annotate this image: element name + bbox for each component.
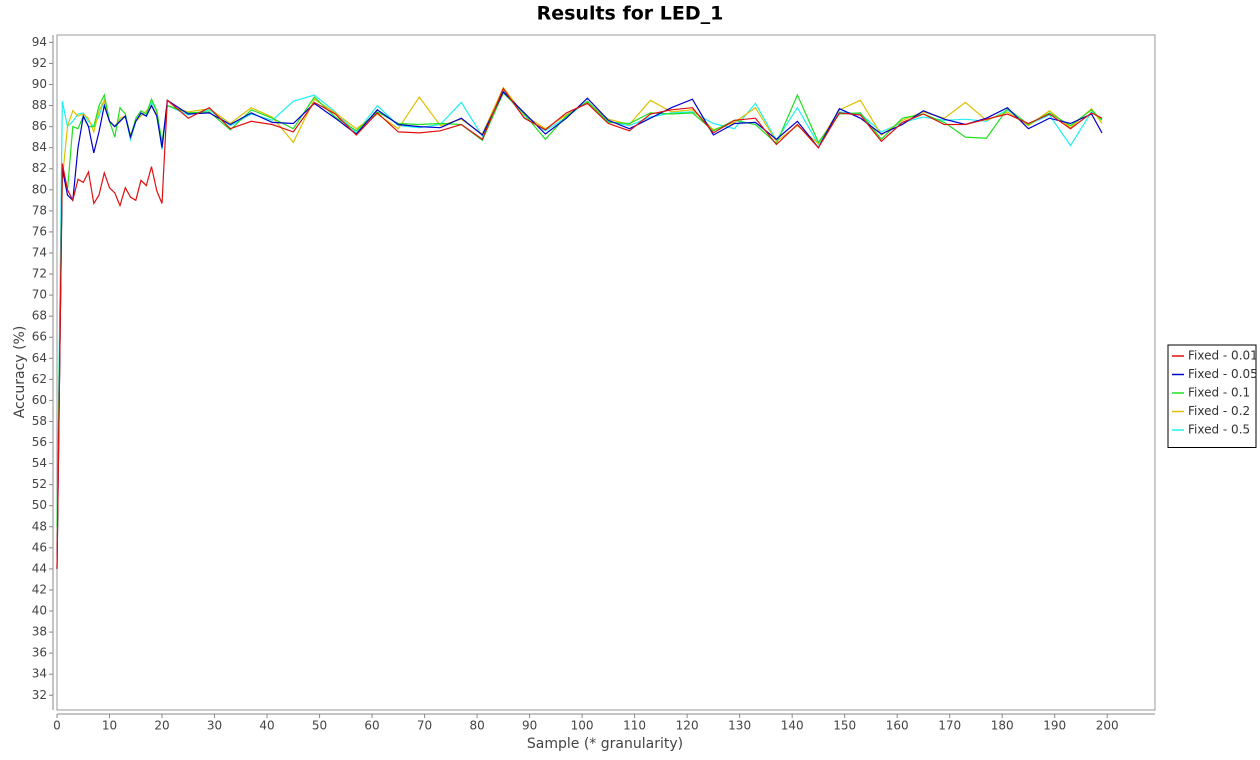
plot-area <box>56 34 1156 711</box>
y-tick-label: 94 <box>32 35 47 49</box>
y-tick-label: 76 <box>32 224 47 238</box>
legend-label: Fixed - 0.05 <box>1188 367 1258 381</box>
y-tick-label: 34 <box>32 667 47 681</box>
y-tick-label: 70 <box>32 288 47 302</box>
y-tick-label: 74 <box>32 245 47 259</box>
y-tick-label: 36 <box>32 646 47 660</box>
legend-label: Fixed - 0.2 <box>1188 404 1250 418</box>
legend-label: Fixed - 0.01 <box>1188 349 1258 363</box>
series-line <box>56 91 1103 527</box>
y-tick-label: 38 <box>32 625 47 639</box>
x-tick-label: 110 <box>623 719 646 733</box>
y-tick-label: 88 <box>32 98 47 112</box>
y-tick-label: 54 <box>32 456 47 470</box>
legend-label: Fixed - 0.5 <box>1188 423 1250 437</box>
y-tick-label: 60 <box>32 393 47 407</box>
y-tick-label: 92 <box>32 56 47 70</box>
y-tick-label: 82 <box>32 161 47 175</box>
y-tick-label: 90 <box>32 77 47 91</box>
y-tick-label: 66 <box>32 330 47 344</box>
legend-label: Fixed - 0.1 <box>1188 386 1250 400</box>
y-tick-label: 32 <box>32 688 47 702</box>
y-tick-label: 46 <box>32 540 47 554</box>
x-tick-label: 100 <box>571 719 594 733</box>
y-tick-label: 80 <box>32 182 47 196</box>
chart-title: Results for LED_1 <box>537 3 724 25</box>
x-tick-label: 190 <box>1043 719 1066 733</box>
y-tick-label: 56 <box>32 435 47 449</box>
x-tick-label: 160 <box>886 719 909 733</box>
y-axis-label: Accuracy (%) <box>12 326 28 419</box>
x-tick-label: 80 <box>469 719 484 733</box>
y-tick-label: 58 <box>32 414 47 428</box>
series-line <box>56 87 1103 569</box>
y-tick-label: 50 <box>32 498 47 512</box>
x-tick-label: 140 <box>781 719 804 733</box>
y-tick-label: 84 <box>32 140 47 154</box>
x-tick-label: 30 <box>207 719 222 733</box>
y-tick-label: 62 <box>32 372 47 386</box>
x-tick-label: 130 <box>728 719 751 733</box>
x-tick-label: 50 <box>312 719 327 733</box>
series-line <box>56 90 1103 569</box>
x-tick-label: 120 <box>676 719 699 733</box>
x-tick-label: 20 <box>154 719 169 733</box>
x-tick-label: 10 <box>102 719 117 733</box>
y-tick-label: 48 <box>32 519 47 533</box>
y-tick-label: 68 <box>32 309 47 323</box>
x-axis-label: Sample (* granularity) <box>527 736 683 752</box>
x-tick-label: 60 <box>364 719 379 733</box>
y-tick-label: 40 <box>32 604 47 618</box>
x-tick-label: 200 <box>1096 719 1119 733</box>
y-tick-label: 78 <box>32 203 47 217</box>
x-tick-label: 70 <box>417 719 432 733</box>
x-tick-label: 150 <box>833 719 856 733</box>
x-tick-label: 90 <box>522 719 537 733</box>
x-tick-label: 180 <box>991 719 1014 733</box>
y-tick-label: 44 <box>32 561 47 575</box>
y-tick-label: 86 <box>32 119 47 133</box>
x-tick-label: 0 <box>53 719 61 733</box>
x-tick-label: 170 <box>938 719 961 733</box>
y-tick-label: 42 <box>32 582 47 596</box>
y-tick-label: 52 <box>32 477 47 491</box>
y-tick-label: 64 <box>32 351 47 365</box>
x-tick-label: 40 <box>259 719 274 733</box>
y-tick-label: 72 <box>32 267 47 281</box>
